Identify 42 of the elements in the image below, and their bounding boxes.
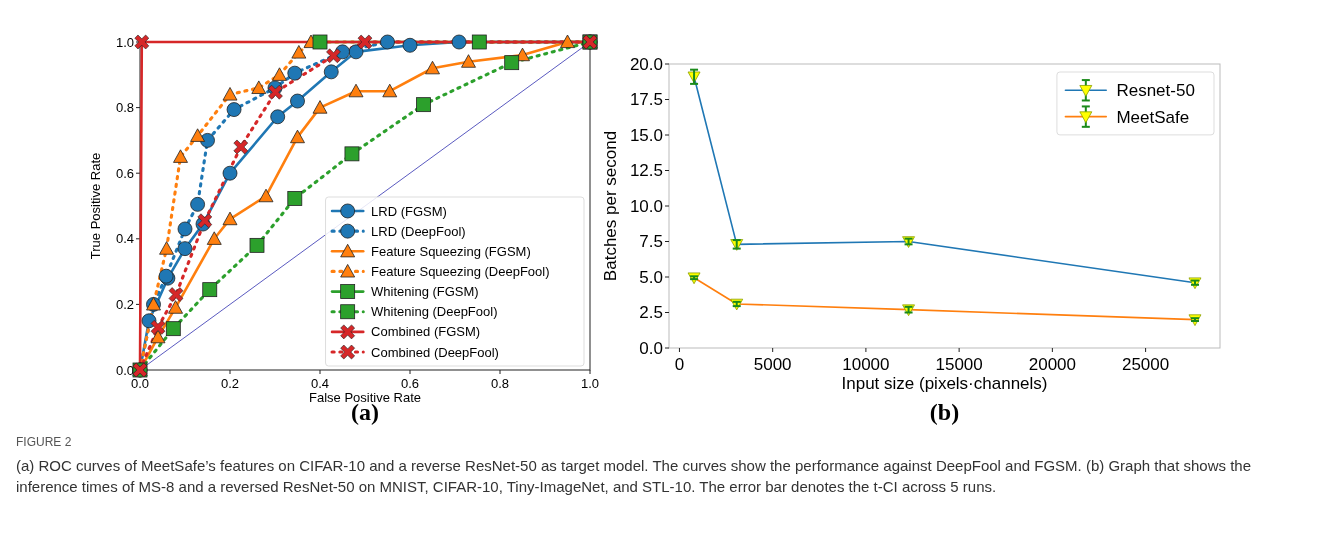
text: (a) ROC curves of MeetSafe’s features on CIFAR-10 and a reverse ResNet-50 as target model. The curves show the performance against DeepFool and FGSM. (b) Graph that shows the inference times of MS-8 and a reversed ResNet-50 on MNIST, CIFAR-10, Tiny-ImageNet, and STL-10. The error bar denotes the t-CI across 5 runs. xyxy=(16,456,1253,497)
y-tick-label: 10.0 xyxy=(629,196,663,216)
x-tick-label: 0.0 xyxy=(130,376,150,391)
legend-label: MeetSafe xyxy=(1116,107,1190,127)
legend-label: Feature Squeezing (FGSM) xyxy=(371,243,531,259)
x-tick-label: 25000 xyxy=(1121,355,1170,374)
legend-label: Combined (DeepFool) xyxy=(371,344,499,360)
y-axis-title: True Positive Rate xyxy=(87,152,103,260)
y-tick-label: 15.0 xyxy=(629,125,663,145)
x-tick-label: 10000 xyxy=(842,355,890,374)
y-axis-title: Batches per second xyxy=(601,130,621,282)
y-tick-label: 1.0 xyxy=(115,34,134,50)
y-tick-label: 7.5 xyxy=(639,232,663,252)
y-tick-label: 2.5 xyxy=(639,303,663,323)
x-axis-title: Input size (pixels·channels) xyxy=(841,373,1048,393)
legend-label: Whitening (FGSM) xyxy=(371,284,479,300)
y-tick-label: 0.6 xyxy=(115,165,134,181)
y-tick-label: 17.5 xyxy=(629,90,663,110)
x-tick-label: 5000 xyxy=(753,355,792,374)
legend-label: Whitening (DeepFool) xyxy=(371,304,498,320)
y-tick-label: 0.4 xyxy=(115,231,134,247)
x-tick-label: 15000 xyxy=(935,355,983,374)
x-tick-label: 1.0 xyxy=(580,376,600,391)
x-tick-label: 0.8 xyxy=(490,376,510,391)
x-tick-label: 0.4 xyxy=(310,376,330,391)
x-tick-label: 20000 xyxy=(1028,355,1077,374)
y-tick-label: 0.8 xyxy=(115,100,134,116)
text: (b) xyxy=(929,399,960,425)
legend-label: Combined (FGSM) xyxy=(371,324,481,340)
y-tick-label: 5.0 xyxy=(639,267,663,287)
legend-label: LRD (FGSM) xyxy=(371,203,447,219)
legend-label: LRD (DeepFool) xyxy=(371,223,466,239)
y-tick-label: 12.5 xyxy=(629,161,663,181)
y-tick-label: 0.2 xyxy=(115,296,134,312)
x-tick-label: 0.2 xyxy=(220,376,240,391)
legend-label: Resnet-50 xyxy=(1116,81,1195,101)
y-tick-label: 0.0 xyxy=(639,338,663,358)
legend-label: Feature Squeezing (DeepFool) xyxy=(371,263,550,279)
caption: FIGURE 2 xyxy=(16,434,73,451)
x-tick-label: 0 xyxy=(674,355,685,374)
x-tick-label: 0.6 xyxy=(400,376,420,391)
y-tick-label: 20.0 xyxy=(629,54,663,74)
